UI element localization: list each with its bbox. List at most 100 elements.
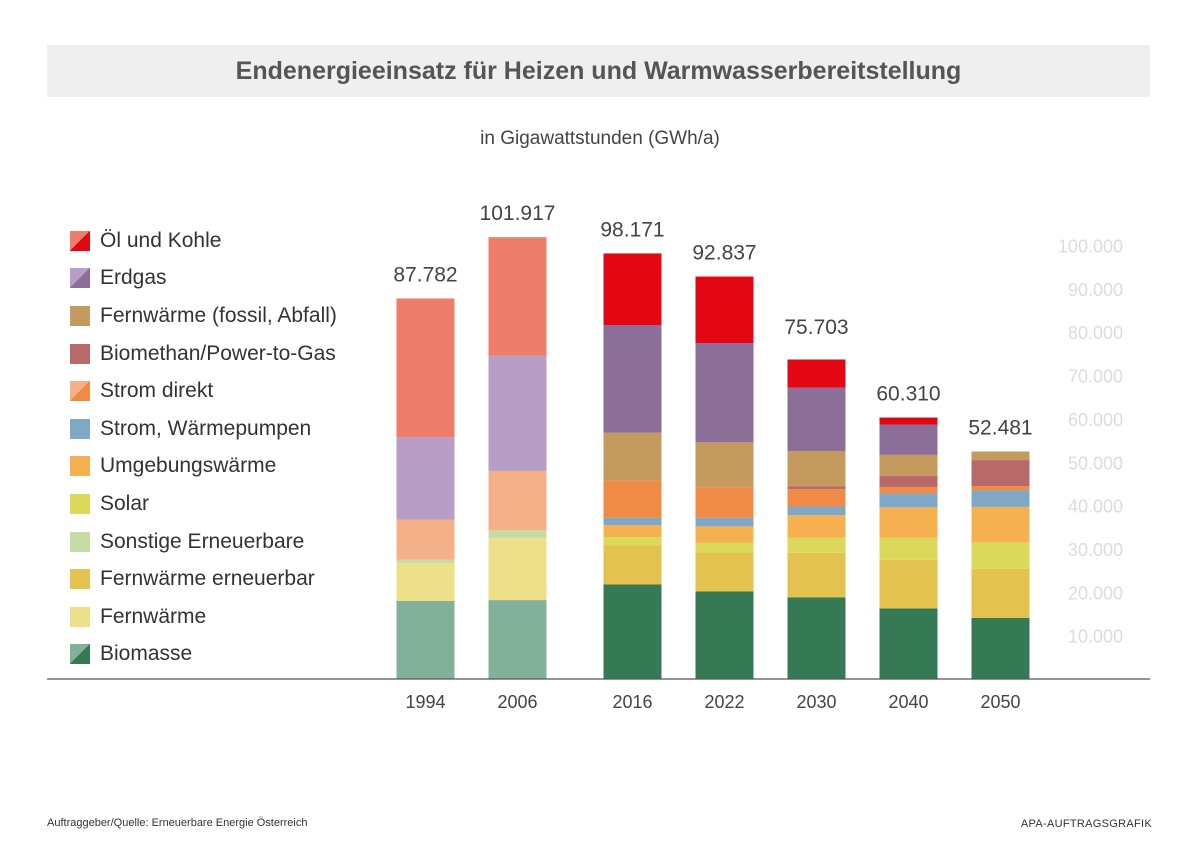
legend-label: Strom direkt: [100, 379, 214, 403]
bar-segment-strom-direkt: [787, 489, 846, 507]
legend-label: Umgebungswärme: [100, 454, 277, 478]
legend-swatch: [70, 381, 90, 402]
total-label: 60.310: [876, 383, 940, 406]
bar-segment-biomasse: [787, 597, 846, 679]
bar-segment-solar: [971, 542, 1030, 569]
total-label: 87.782: [393, 263, 457, 286]
bar-segment-fernwärme: [488, 538, 547, 601]
y-tick-label: 20.000: [1068, 583, 1123, 603]
bar-segment-fernwärme-erneuerbar: [695, 552, 754, 592]
bar-segment-fernwärme-erneuerbar: [787, 552, 846, 598]
bar-segment-strom-direkt: [603, 480, 662, 518]
legend-label: Erdgas: [100, 266, 167, 290]
x-tick-label: 1994: [405, 692, 445, 712]
legend-swatch: [70, 569, 90, 590]
bar-segment-umgebungswärme: [603, 525, 662, 538]
bar-segment-strom-direkt: [971, 486, 1030, 491]
bar-segment-biomasse: [879, 608, 938, 679]
bar-segment-sonstige-erneuerbare: [396, 559, 455, 564]
bar-segment-solar: [695, 542, 754, 553]
bar-segment-biomasse: [396, 600, 455, 679]
bar-segment-biomethan-power-to-gas: [787, 486, 846, 490]
y-tick-label: 10.000: [1068, 627, 1123, 647]
bar-segment-strom-direkt: [695, 487, 754, 518]
bar-segment-strom-wärmepumpen: [971, 490, 1030, 507]
bar-segment-strom-direkt: [396, 519, 455, 560]
x-tick-label: 2006: [497, 692, 537, 712]
legend: Öl und Kohle Erdgas Fernwärme (fossil, Abf…: [70, 222, 337, 673]
legend-swatch: [70, 531, 90, 552]
x-tick-label: 2050: [980, 692, 1020, 712]
y-tick-label: 100.000: [1058, 237, 1123, 257]
bar-segment-erdgas: [396, 437, 455, 520]
bar-segment-biomasse: [488, 600, 547, 679]
bar-segment-erdgas: [695, 343, 754, 443]
bar-segment-strom-wärmepumpen: [603, 517, 662, 526]
bar-segment-fernwärme-fossil-abfall-: [787, 450, 846, 487]
bar-segment-öl-und-kohle: [396, 298, 455, 438]
legend-swatch: [70, 343, 90, 364]
bar-segment-fernwärme-erneuerbar: [879, 559, 938, 609]
x-tick-label: 2016: [612, 692, 652, 712]
bar-segment-sonstige-erneuerbare: [488, 530, 547, 539]
legend-swatch: [70, 644, 90, 665]
bar-segment-strom-wärmepumpen: [695, 517, 754, 527]
legend-swatch: [70, 606, 90, 627]
legend-item: Strom, Wärmepumpen: [70, 410, 337, 448]
bar-segment-erdgas: [488, 355, 547, 471]
y-tick-label: 40.000: [1068, 497, 1123, 517]
title-bar: Endenergieeinsatz für Heizen und Warmwas…: [47, 45, 1150, 97]
bar-segment-biomasse: [971, 617, 1030, 679]
source-note: Auftraggeber/Quelle: Erneuerbare Energie…: [47, 817, 308, 829]
bar-segment-umgebungswärme: [787, 515, 846, 538]
total-label: 52.481: [968, 416, 1032, 439]
y-tick-label: 90.000: [1068, 280, 1123, 300]
x-tick-label: 2040: [888, 692, 928, 712]
total-label: 75.703: [784, 316, 848, 339]
bar-segment-umgebungswärme: [695, 526, 754, 543]
bar-segment-biomethan-power-to-gas: [879, 475, 938, 487]
bar-segment-erdgas: [879, 424, 938, 455]
bar-segment-biomasse: [603, 584, 662, 679]
bar-segment-solar: [879, 537, 938, 560]
total-label: 92.837: [692, 242, 756, 265]
legend-item: Fernwärme (fossil, Abfall): [70, 297, 337, 335]
legend-label: Öl und Kohle: [100, 228, 222, 252]
legend-label: Strom, Wärmepumpen: [100, 416, 312, 440]
legend-item: Sonstige Erneuerbare: [70, 523, 337, 561]
bar-segment-öl-und-kohle: [695, 276, 754, 344]
bar-segment-solar: [787, 537, 846, 553]
bar-segment-fernwärme-fossil-abfall-: [695, 442, 754, 488]
legend-item: Biomasse: [70, 636, 337, 674]
bar-segment-fernwärme-fossil-abfall-: [879, 454, 938, 476]
x-tick-label: 2022: [704, 692, 744, 712]
bar-segment-biomethan-power-to-gas: [971, 460, 1030, 487]
legend-swatch: [70, 268, 90, 289]
bar-segment-erdgas: [787, 387, 846, 451]
total-label: 101.917: [480, 202, 556, 225]
bar-segment-öl-und-kohle: [787, 359, 846, 388]
bar-segment-strom-wärmepumpen: [879, 493, 938, 508]
y-tick-label: 50.000: [1068, 453, 1123, 473]
bar-segment-fernwärme-fossil-abfall-: [971, 451, 1030, 461]
legend-swatch: [70, 418, 90, 439]
legend-label: Fernwärme (fossil, Abfall): [100, 303, 337, 327]
legend-label: Biomethan/Power-to-Gas: [100, 341, 336, 365]
legend-swatch: [70, 305, 90, 326]
legend-item: Erdgas: [70, 260, 337, 298]
bar-segment-öl-und-kohle: [603, 253, 662, 326]
bar-segment-fernwärme: [396, 563, 455, 601]
legend-item: Strom direkt: [70, 372, 337, 410]
bar-segment-fernwärme-erneuerbar: [603, 545, 662, 585]
bar-segment-solar: [603, 537, 662, 546]
bar-segment-strom-wärmepumpen: [787, 506, 846, 516]
total-label: 98.171: [600, 218, 664, 241]
bar-segment-fernwärme-erneuerbar: [971, 568, 1030, 618]
bar-segment-öl-und-kohle: [488, 237, 547, 356]
y-tick-label: 60.000: [1068, 410, 1123, 430]
legend-swatch: [70, 493, 90, 514]
bar-segment-biomasse: [695, 591, 754, 679]
x-tick-label: 2030: [796, 692, 836, 712]
legend-item: Biomethan/Power-to-Gas: [70, 335, 337, 373]
